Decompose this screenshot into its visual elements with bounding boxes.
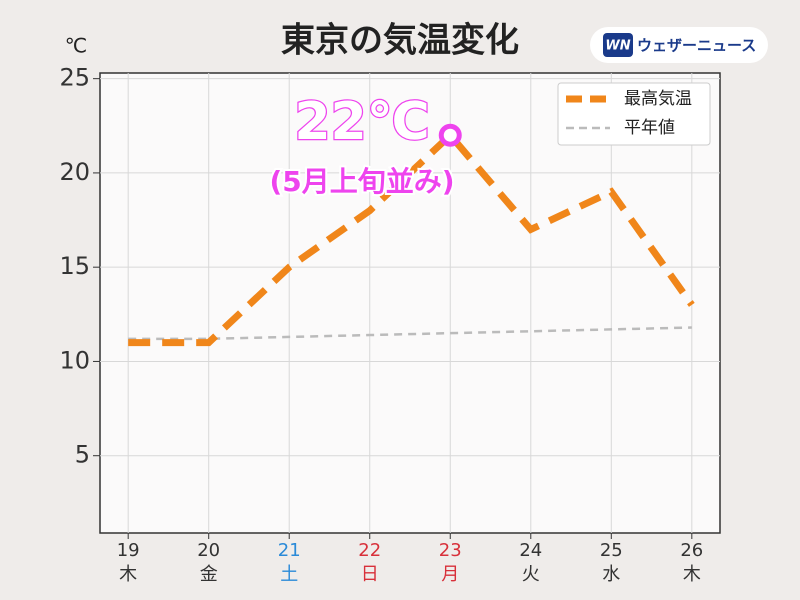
- y-tick-label: 15: [59, 252, 90, 280]
- x-weekday-label: 木: [683, 564, 701, 585]
- x-weekday-label: 火: [522, 564, 540, 585]
- y-tick-label: 25: [59, 64, 90, 92]
- annotation-text: 22℃: [294, 92, 429, 152]
- logo-badge: [603, 33, 633, 57]
- y-tick-label: 5: [75, 441, 90, 469]
- x-weekday-label: 金: [200, 564, 218, 585]
- brand-logo: WN ウェザーニュース: [590, 27, 768, 63]
- series-line: [128, 130, 695, 347]
- y-unit: ℃: [65, 34, 87, 58]
- x-tick-label: 21: [278, 540, 301, 561]
- y-tick-label: 20: [59, 158, 90, 186]
- x-tick-label: 20: [197, 540, 220, 561]
- chart-title: 東京の気温変化: [281, 21, 519, 61]
- x-tick-label: 19: [117, 540, 140, 561]
- x-weekday-label: 日: [361, 564, 379, 585]
- legend-label: 最高気温: [624, 89, 692, 109]
- x-tick-label: 23: [439, 540, 462, 561]
- x-tick-label: 22: [358, 540, 381, 561]
- annotation-subtext: (5月上旬並み): [269, 165, 454, 198]
- logo-text: ウェザーニュース: [637, 37, 756, 55]
- plot-area: [99, 72, 721, 534]
- logo-bg: [590, 27, 768, 63]
- series-line: [128, 326, 692, 341]
- logo-badge-text: WN: [605, 39, 630, 54]
- x-weekday-label: 木: [119, 564, 137, 585]
- y-tick-label: 10: [59, 346, 90, 374]
- x-tick-label: 26: [680, 540, 703, 561]
- x-tick-label: 24: [519, 540, 542, 561]
- x-weekday-label: 月: [441, 564, 459, 585]
- x-tick-label: 25: [600, 540, 623, 561]
- legend-label: 平年値: [624, 118, 675, 138]
- highlight-marker: [438, 123, 462, 147]
- x-weekday-label: 水: [602, 564, 620, 585]
- x-weekday-label: 土: [280, 564, 298, 585]
